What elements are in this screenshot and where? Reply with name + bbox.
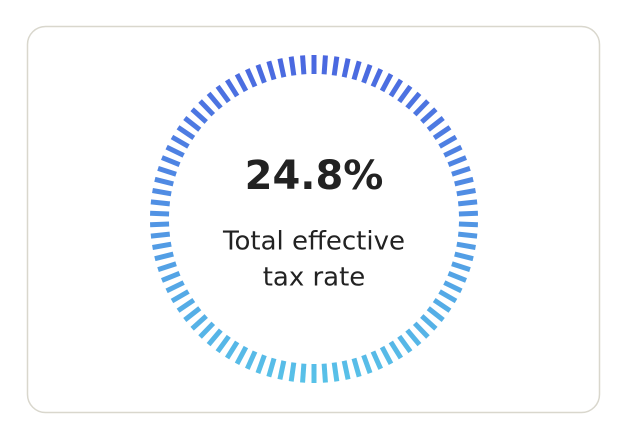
ring-tick (183, 116, 202, 132)
ring-tick (456, 241, 476, 250)
ring-tick (420, 107, 438, 124)
ring-tick (152, 188, 172, 197)
ring-tick (176, 298, 196, 313)
ring-tick (351, 60, 362, 81)
ring-tick (288, 362, 297, 382)
ring-tick (379, 73, 394, 93)
ring-tick (454, 176, 474, 187)
ring-tick (397, 334, 413, 354)
ring-tick (457, 231, 478, 239)
ring-tick (454, 251, 474, 262)
ring-tick (370, 68, 383, 88)
ring-tick (426, 306, 445, 322)
ring-tick (183, 306, 202, 322)
ring-tick (266, 60, 277, 81)
ring-tick (351, 357, 362, 378)
rate-label-line: Total effective (222, 227, 405, 257)
ring-tick (190, 314, 208, 331)
ring-tick (447, 155, 467, 167)
ring-tick (224, 78, 240, 98)
ring-tick (277, 58, 287, 78)
ring-tick (288, 56, 297, 76)
ring-tick (150, 199, 171, 207)
ring-tick (154, 176, 174, 187)
ring-tick (224, 340, 240, 360)
ring-tick (443, 144, 463, 158)
ring-tick (165, 144, 185, 158)
ring-tick (300, 363, 307, 383)
rate-value: 24.8% (245, 153, 384, 199)
ring-tick (150, 210, 170, 217)
ring-tick (165, 280, 185, 294)
ring-tick (154, 251, 174, 262)
ring-tick (161, 155, 181, 167)
ring-tick (443, 280, 463, 294)
ring-tick (300, 55, 307, 75)
ring-tick (215, 334, 231, 354)
ring-tick (198, 99, 216, 117)
ring-tick (388, 340, 404, 360)
ring-tick (447, 271, 467, 283)
ring-tick (234, 73, 249, 93)
ring-tick (432, 298, 452, 313)
ring-tick (426, 116, 445, 132)
ring-tick (321, 55, 328, 75)
ring-tick (457, 199, 478, 207)
ring-tick (456, 188, 476, 197)
ring-tick (255, 354, 267, 374)
ring-tick (361, 354, 373, 374)
ring-tick (341, 360, 351, 380)
ring-tick (420, 314, 438, 331)
ring-tick (321, 363, 328, 383)
ring-tick (255, 64, 267, 84)
ring-tick (432, 125, 452, 140)
ring-tick (170, 289, 190, 304)
ring-tick (150, 221, 170, 228)
ring-tick (412, 99, 430, 117)
ring-tick (405, 328, 422, 347)
card-border (26, 25, 601, 414)
ring-tick (458, 210, 478, 217)
ring-tick (245, 350, 258, 370)
ring-tick (152, 241, 172, 250)
dashed-ring (150, 55, 478, 383)
ring-tick (331, 362, 340, 382)
ring-tick (266, 357, 277, 378)
ring-tick (161, 271, 181, 283)
ring-tick (412, 321, 430, 339)
rate-label-line: tax rate (263, 263, 366, 293)
ring-tick (341, 58, 351, 78)
ring-tick (157, 261, 177, 273)
ring-tick (176, 125, 196, 140)
ring-tick (157, 165, 177, 177)
ring-tick (379, 345, 394, 365)
ring-tick (206, 91, 223, 110)
ring-tick (170, 134, 190, 149)
ring-tick (150, 231, 171, 239)
ring-tick (277, 360, 287, 380)
ring-tick (361, 64, 373, 84)
ring-tick (451, 261, 471, 273)
ring-tick (331, 56, 340, 76)
ring-tick (198, 321, 216, 339)
ring-tick (190, 107, 208, 124)
ring-tick (245, 68, 258, 88)
ring-tick (438, 134, 458, 149)
ring-tick (388, 78, 404, 98)
ring-tick (451, 165, 471, 177)
ring-tick (458, 221, 478, 228)
ring-tick (215, 84, 231, 104)
ring-tick (370, 350, 383, 370)
ring-tick (397, 84, 413, 104)
ring-tick (206, 328, 223, 347)
ring-tick (234, 345, 249, 365)
ring-tick (405, 91, 422, 110)
ring-tick (438, 289, 458, 304)
